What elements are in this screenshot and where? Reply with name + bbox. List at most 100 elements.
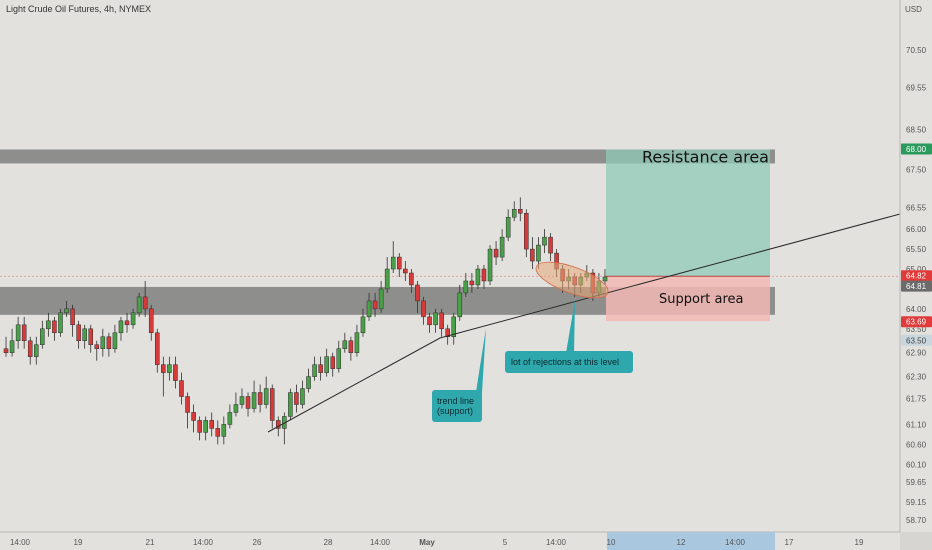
candle-body <box>433 312 438 326</box>
price-tag-label: 63.69 <box>906 318 927 327</box>
candle-body <box>155 332 160 365</box>
rejection-callout-text: lot of rejections at this level <box>511 357 619 367</box>
x-tick-label: 19 <box>74 538 83 547</box>
candle-body <box>487 248 493 282</box>
price-tag-label: 68.00 <box>906 145 927 154</box>
trend-line[interactable] <box>267 213 901 433</box>
resistance-label: Resistance area <box>642 147 769 166</box>
candle-body <box>451 316 457 338</box>
x-tick-label: 26 <box>253 538 262 547</box>
candle-body <box>9 340 15 353</box>
candle-body <box>245 396 251 409</box>
price-tag-label: 64.82 <box>906 272 927 281</box>
y-tick-label: 62.30 <box>906 373 927 382</box>
candle-body <box>524 212 529 250</box>
candle-body <box>384 268 390 290</box>
candle-body <box>505 216 511 238</box>
candle-body <box>64 308 69 314</box>
candle-body <box>378 288 384 310</box>
candle-body <box>52 320 57 334</box>
candle-body <box>330 356 336 369</box>
candle-body <box>439 312 444 330</box>
candle-body <box>173 364 178 381</box>
candle-body <box>427 316 432 326</box>
support-label: Support area <box>659 292 744 307</box>
y-tick-label: 64.00 <box>906 305 927 314</box>
candle-body <box>112 332 118 349</box>
y-axis-ticks: 70.50 69.55 68.50 67.50 66.55 66.00 65.50 65.00… <box>906 46 927 525</box>
candle-body <box>403 268 408 274</box>
y-tick-label: 68.50 <box>906 126 927 135</box>
rejection-callout[interactable]: lot of rejections at this level <box>505 300 633 373</box>
y-tick-label: 67.50 <box>906 165 927 174</box>
trend-callout-line1: trend line <box>437 396 474 406</box>
candle-body <box>360 316 366 334</box>
y-tick-label: 59.65 <box>906 478 927 487</box>
y-tick-label: 65.50 <box>906 245 927 254</box>
candle-body <box>348 340 354 353</box>
candle-body <box>421 300 426 318</box>
candle-body <box>76 324 81 341</box>
price-tag <box>901 316 932 328</box>
candle-body <box>263 388 269 405</box>
y-tick-label: 60.10 <box>906 460 927 469</box>
candle-body <box>203 420 208 433</box>
candle-body <box>499 236 505 258</box>
candle-body <box>415 284 420 302</box>
y-tick-label: 62.90 <box>906 349 927 358</box>
y-tick-label: 63.50 <box>906 325 927 334</box>
x-tick-label: 19 <box>855 538 864 547</box>
candle-body <box>324 356 329 373</box>
candle-body <box>185 396 190 413</box>
candle-body <box>475 268 481 286</box>
price-tag <box>901 334 932 346</box>
chart-title: Light Crude Oil Futures, 4h, NYMEX <box>6 4 152 14</box>
candle-body <box>179 380 184 397</box>
axis-corner <box>900 532 932 550</box>
candles-group <box>3 197 608 445</box>
candle-body <box>136 296 142 314</box>
resistance-zone <box>0 149 775 164</box>
candle-body <box>34 344 39 357</box>
y-tick-label: 66.00 <box>906 225 927 234</box>
x-tick-label: 14:00 <box>370 538 391 547</box>
price-tag <box>901 143 932 155</box>
candle-body <box>142 296 148 310</box>
stop-zone <box>606 276 770 322</box>
candle-body <box>251 392 257 409</box>
candle-body <box>445 328 450 338</box>
candle-body <box>167 364 172 373</box>
candle-body <box>21 324 27 341</box>
candle-body <box>124 320 130 326</box>
candle-body <box>300 388 305 405</box>
candle-body <box>191 412 196 421</box>
x-tick-label: 14:00 <box>193 538 214 547</box>
candle-body <box>536 244 541 262</box>
target-zone <box>606 149 770 277</box>
candle-body <box>197 420 202 433</box>
candle-body <box>106 336 112 349</box>
y-tick-label: 58.70 <box>906 516 927 525</box>
candle-body <box>148 308 154 334</box>
candle-body <box>312 364 317 377</box>
candle-body <box>542 236 547 246</box>
x-axis-ticks: 14:00 19 21 14:00 26 28 14:00 May 5 14:00 10 12 14:0… <box>10 538 864 547</box>
candle-body <box>602 276 608 282</box>
candle-body <box>518 209 523 214</box>
candle-body <box>15 324 21 341</box>
trend-callout[interactable]: trend line (support) <box>432 328 486 422</box>
candle-body <box>548 236 553 254</box>
candle-body <box>372 300 378 310</box>
x-tick-label: 28 <box>324 538 333 547</box>
x-tick-label: May <box>419 538 435 547</box>
candle-body <box>409 272 414 286</box>
candle-body <box>215 428 221 437</box>
candle-body <box>3 348 9 353</box>
y-tick-label: 61.75 <box>906 395 927 404</box>
y-tick-label: 70.50 <box>906 46 927 55</box>
candle-body <box>209 420 214 429</box>
x-tick-label: 14:00 <box>10 538 31 547</box>
